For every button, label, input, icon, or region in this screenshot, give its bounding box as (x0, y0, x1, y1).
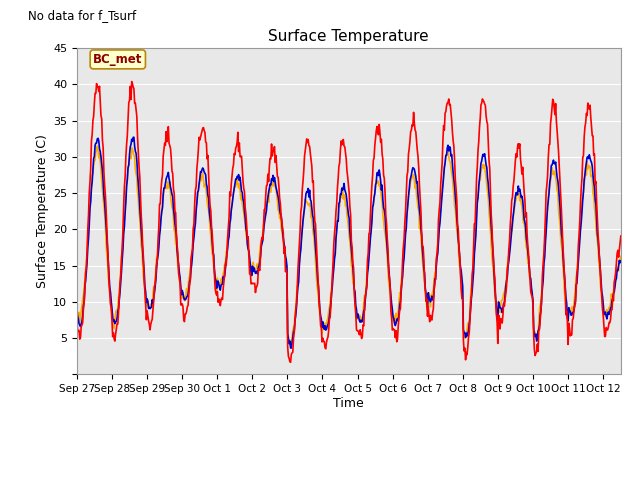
AirT (617, 253, 625, 259)
AirT (478, 165, 486, 171)
Text: BC_met: BC_met (93, 53, 143, 66)
NR01_PRT (307, 197, 314, 203)
NR01_Tsurf (128, 79, 136, 84)
AirT (287, 342, 294, 348)
AirT (307, 204, 314, 209)
Line: AirT: AirT (77, 146, 621, 345)
NR01_PRT (75, 321, 83, 326)
Title: Surface Temperature: Surface Temperature (269, 29, 429, 44)
AirT (75, 310, 83, 315)
NR01_PRT (287, 345, 294, 351)
NR01_PRT (617, 258, 625, 264)
NR01_Tsurf (75, 327, 83, 333)
Text: No data for f_Tsurf: No data for f_Tsurf (28, 9, 136, 22)
NR01_Tsurf (150, 298, 157, 304)
AirT (73, 313, 81, 319)
Line: NR01_PRT: NR01_PRT (77, 137, 621, 348)
Line: NR01_Tsurf: NR01_Tsurf (77, 82, 621, 362)
AirT (327, 290, 335, 296)
Y-axis label: Surface Temperature (C): Surface Temperature (C) (36, 134, 49, 288)
NR01_Tsurf (617, 233, 625, 239)
NR01_Tsurf (327, 304, 335, 310)
AirT (465, 323, 472, 329)
AirT (93, 143, 101, 149)
NR01_Tsurf (478, 100, 486, 106)
NR01_PRT (130, 134, 138, 140)
NR01_Tsurf (287, 360, 294, 365)
NR01_Tsurf (73, 316, 81, 322)
AirT (150, 284, 157, 290)
NR01_PRT (465, 328, 472, 334)
NR01_PRT (150, 295, 157, 301)
NR01_Tsurf (465, 335, 472, 340)
NR01_PRT (478, 158, 486, 164)
NR01_PRT (73, 304, 81, 310)
X-axis label: Time: Time (333, 397, 364, 410)
NR01_Tsurf (307, 151, 314, 156)
NR01_PRT (327, 300, 335, 306)
